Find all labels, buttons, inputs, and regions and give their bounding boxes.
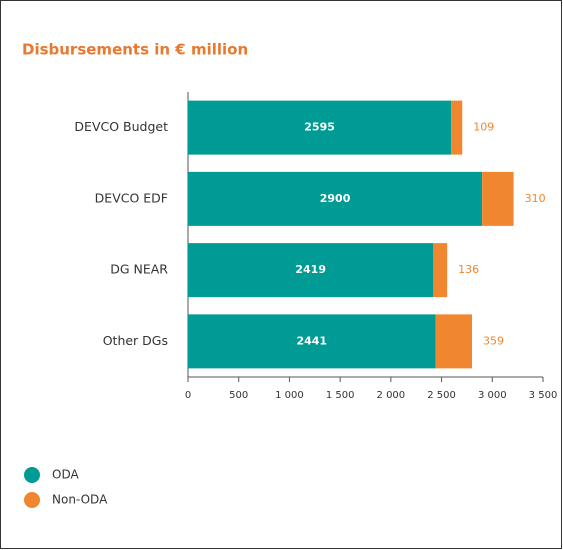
x-tick-label: 3 500 [529, 390, 558, 401]
bar-segment [188, 243, 434, 298]
bar-segment [451, 100, 463, 155]
legend-swatch [24, 492, 40, 508]
bar-segment [188, 100, 452, 155]
category-label: Other DGs [103, 333, 168, 348]
value-label: 2900 [320, 192, 351, 205]
category-label: DEVCO EDF [95, 190, 168, 205]
legend-swatch [24, 467, 40, 483]
category-label: DG NEAR [110, 262, 168, 277]
value-label: 310 [525, 192, 546, 205]
value-label: 2441 [296, 334, 327, 347]
x-tick-label: 1 000 [275, 390, 304, 401]
x-tick-label: 500 [229, 390, 248, 401]
bar-segment [188, 171, 483, 226]
category-label: DEVCO Budget [74, 119, 168, 134]
bar-segment [433, 243, 448, 298]
chart-title: Disbursements in € million [22, 41, 248, 59]
x-tick-label: 2 500 [427, 390, 456, 401]
bar-segment [188, 314, 436, 369]
x-tick-label: 2 000 [377, 390, 406, 401]
x-tick-label: 0 [185, 390, 191, 401]
value-label: 2419 [295, 263, 326, 276]
legend-label: Non-ODA [52, 493, 108, 507]
value-label: 109 [473, 121, 494, 134]
x-tick-label: 1 500 [326, 390, 355, 401]
bar-segment [435, 314, 472, 369]
value-label: 136 [458, 263, 479, 276]
bar-segment [482, 171, 514, 226]
value-label: 359 [483, 334, 504, 347]
x-tick-label: 3 000 [478, 390, 507, 401]
value-label: 2595 [304, 121, 335, 134]
legend-label: ODA [52, 468, 79, 482]
